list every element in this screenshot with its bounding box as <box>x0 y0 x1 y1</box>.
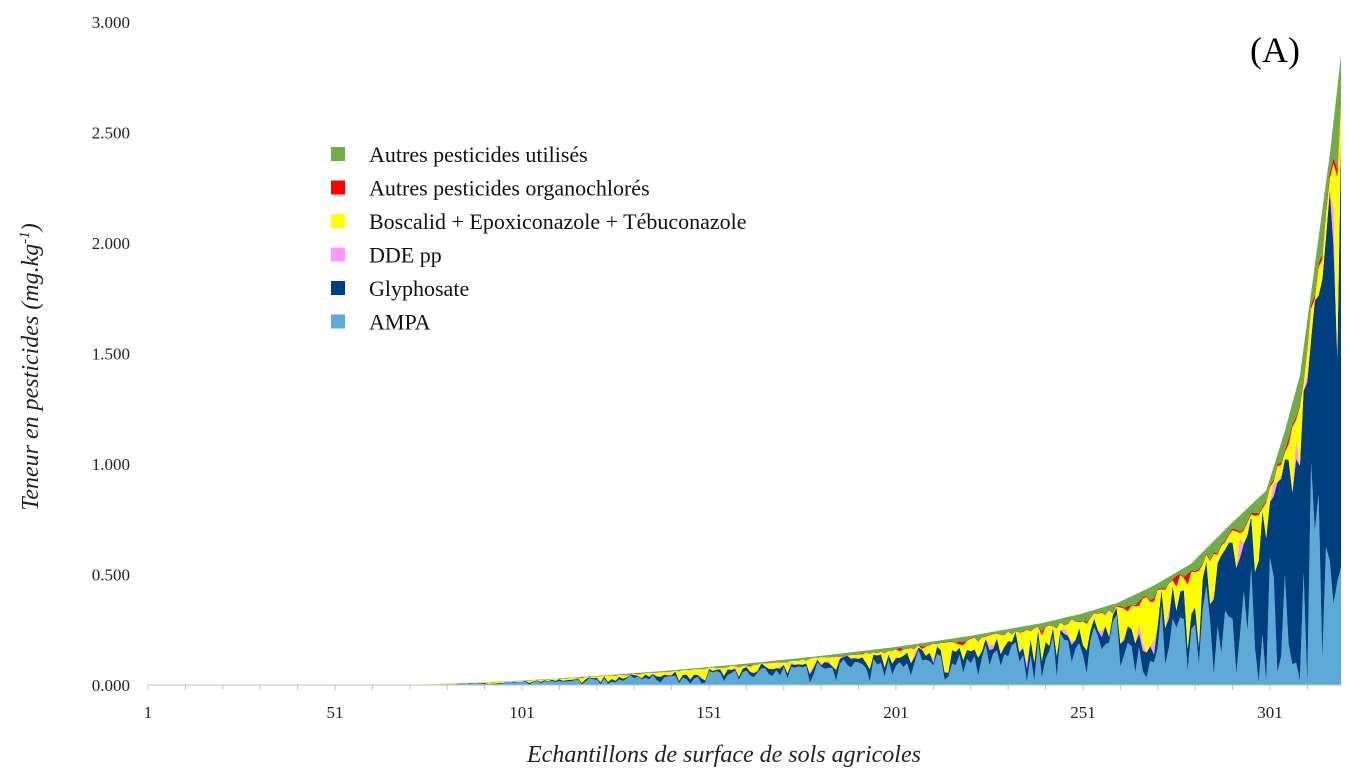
legend-label: Autres pesticides organochlorés <box>369 176 650 201</box>
legend-swatch <box>331 281 345 295</box>
y-axis-title-sup: -1 <box>17 231 33 244</box>
area-series-ampa <box>148 462 1341 685</box>
legend-label: AMPA <box>369 310 431 335</box>
y-axis-title: Teneur en pesticides (mg.kg-1) <box>17 223 44 511</box>
y-tick-label: 1.500 <box>92 345 130 364</box>
y-tick-label: 3.000 <box>92 13 130 32</box>
x-tick-label: 301 <box>1257 703 1283 722</box>
x-tick-label: 101 <box>509 703 535 722</box>
x-tick-label: 1 <box>144 703 153 722</box>
x-axis-ticks: 1 51 101 151 201 251 301 <box>144 685 1308 722</box>
x-tick-label: 201 <box>883 703 909 722</box>
legend-label: Boscalid + Epoxiconazole + Tébuconazole <box>369 209 747 234</box>
y-tick-label: 0.000 <box>92 676 130 695</box>
y-axis-title-main: Teneur en pesticides (mg.kg <box>18 244 44 511</box>
y-axis-ticks: 0.000 0.500 1.000 1.500 2.000 2.500 3.000 <box>92 13 130 695</box>
legend: Autres pesticides utilisés Autres pestici… <box>331 142 747 335</box>
panel-label: (A) <box>1250 30 1300 70</box>
legend-label: Glyphosate <box>369 276 469 301</box>
legend-swatch <box>331 180 345 195</box>
legend-swatch <box>331 147 345 161</box>
x-axis-title: Echantillons de surface de sols agricole… <box>526 742 921 768</box>
stacked-area-plot <box>148 55 1341 686</box>
y-tick-label: 2.500 <box>92 124 130 143</box>
y-tick-label: 2.000 <box>92 234 130 253</box>
x-tick-label: 151 <box>696 703 722 722</box>
area-series-glyphosate <box>148 140 1341 685</box>
legend-label: DDE pp <box>369 243 442 268</box>
legend-swatch <box>331 314 345 329</box>
legend-swatch <box>331 214 345 228</box>
y-tick-label: 1.000 <box>92 455 130 474</box>
y-tick-label: 0.500 <box>92 566 130 585</box>
legend-label: Autres pesticides utilisés <box>369 142 588 167</box>
y-axis-title-end: ) <box>18 223 44 233</box>
legend-swatch <box>331 247 345 262</box>
x-tick-label: 251 <box>1070 703 1096 722</box>
x-tick-label: 51 <box>326 703 343 722</box>
